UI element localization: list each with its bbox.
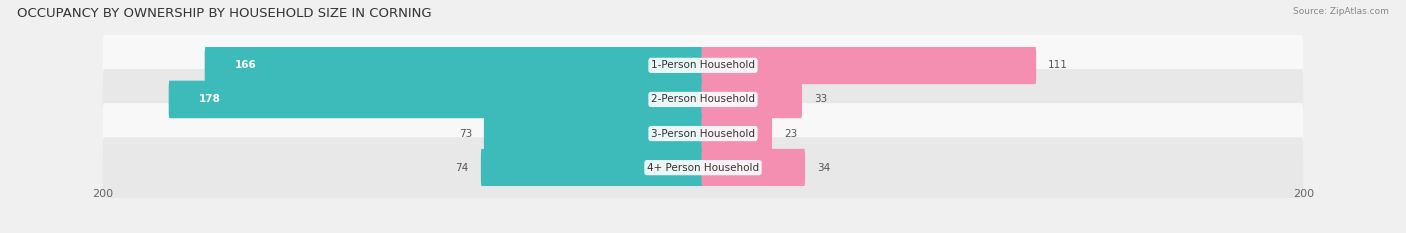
Text: 74: 74 — [456, 163, 468, 173]
Text: 1-Person Household: 1-Person Household — [651, 60, 755, 70]
Text: OCCUPANCY BY OWNERSHIP BY HOUSEHOLD SIZE IN CORNING: OCCUPANCY BY OWNERSHIP BY HOUSEHOLD SIZE… — [17, 7, 432, 20]
Text: 34: 34 — [817, 163, 831, 173]
FancyBboxPatch shape — [103, 35, 1303, 96]
Text: 166: 166 — [235, 60, 256, 70]
Text: 111: 111 — [1049, 60, 1069, 70]
Text: 23: 23 — [785, 129, 797, 139]
Text: 2-Person Household: 2-Person Household — [651, 94, 755, 104]
FancyBboxPatch shape — [103, 103, 1303, 164]
Text: 4+ Person Household: 4+ Person Household — [647, 163, 759, 173]
Text: 3-Person Household: 3-Person Household — [651, 129, 755, 139]
FancyBboxPatch shape — [481, 149, 704, 186]
Text: 178: 178 — [198, 94, 221, 104]
FancyBboxPatch shape — [702, 149, 806, 186]
FancyBboxPatch shape — [205, 47, 704, 84]
FancyBboxPatch shape — [702, 115, 772, 152]
Text: 33: 33 — [814, 94, 827, 104]
FancyBboxPatch shape — [702, 47, 1036, 84]
Text: Source: ZipAtlas.com: Source: ZipAtlas.com — [1294, 7, 1389, 16]
FancyBboxPatch shape — [103, 137, 1303, 198]
FancyBboxPatch shape — [702, 81, 801, 118]
Text: 73: 73 — [458, 129, 472, 139]
FancyBboxPatch shape — [103, 69, 1303, 130]
FancyBboxPatch shape — [169, 81, 704, 118]
FancyBboxPatch shape — [484, 115, 704, 152]
